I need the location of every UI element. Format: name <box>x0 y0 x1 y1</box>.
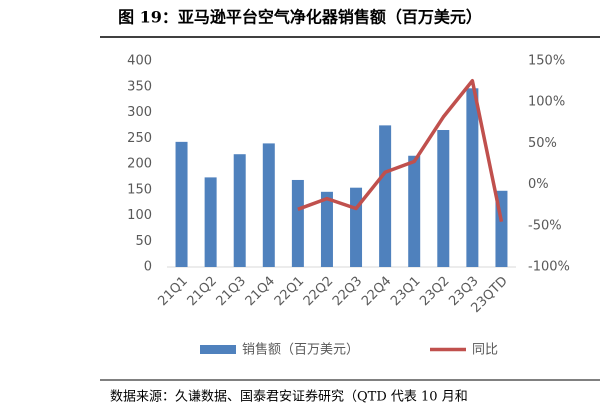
x-tick-label: 22Q1 <box>272 274 307 309</box>
y-tick-label: 0 <box>144 260 152 275</box>
bar <box>437 130 450 267</box>
y2-tick-label: 150% <box>528 54 565 69</box>
bar <box>262 143 275 267</box>
x-tick-label: 21Q3 <box>214 274 249 309</box>
y-tick-label: 100 <box>127 208 152 223</box>
y2-tick-label: 0% <box>528 177 549 192</box>
bar <box>466 88 479 267</box>
x-tick-label: 23Q2 <box>417 274 452 309</box>
y-tick-label: 300 <box>127 105 152 120</box>
y2-tick-label: 50% <box>528 136 557 151</box>
x-tick-label: 21Q4 <box>243 274 278 309</box>
y-tick-label: 350 <box>127 79 152 94</box>
x-tick-label: 21Q1 <box>155 274 190 309</box>
bar <box>379 125 392 267</box>
x-tick-label: 21Q2 <box>185 274 220 309</box>
line <box>297 79 504 223</box>
y-tick-label: 250 <box>127 131 152 146</box>
bar <box>233 154 246 267</box>
bar <box>291 179 304 267</box>
bar <box>204 177 217 267</box>
legend-label: 销售额（百万美元） <box>242 342 359 358</box>
bar <box>350 187 363 267</box>
y-tick-label: 150 <box>127 182 152 197</box>
y-tick-label: 200 <box>127 157 152 172</box>
chart-title: 图 19：亚马逊平台空气净化器销售额（百万美元） <box>118 8 482 27</box>
y-tick-label: 400 <box>127 54 152 69</box>
bar <box>408 155 421 267</box>
y2-tick-label: -100% <box>528 260 570 275</box>
y-tick-label: 50 <box>135 234 152 249</box>
x-tick-label: 23Q1 <box>388 274 423 309</box>
legend-swatch <box>200 345 236 354</box>
x-tick-label: 22Q3 <box>330 274 365 309</box>
bar <box>175 141 188 267</box>
y2-tick-label: -50% <box>528 218 562 233</box>
source: 数据来源：久谦数据、国泰君安证券研究（QTD 代表 10 月和 <box>110 389 468 405</box>
bar <box>320 191 333 267</box>
y2-tick-label: 100% <box>528 95 565 110</box>
legend-label: 同比 <box>472 343 498 358</box>
x-tick-label: 22Q4 <box>359 274 394 309</box>
x-tick-label: 22Q2 <box>301 274 336 309</box>
